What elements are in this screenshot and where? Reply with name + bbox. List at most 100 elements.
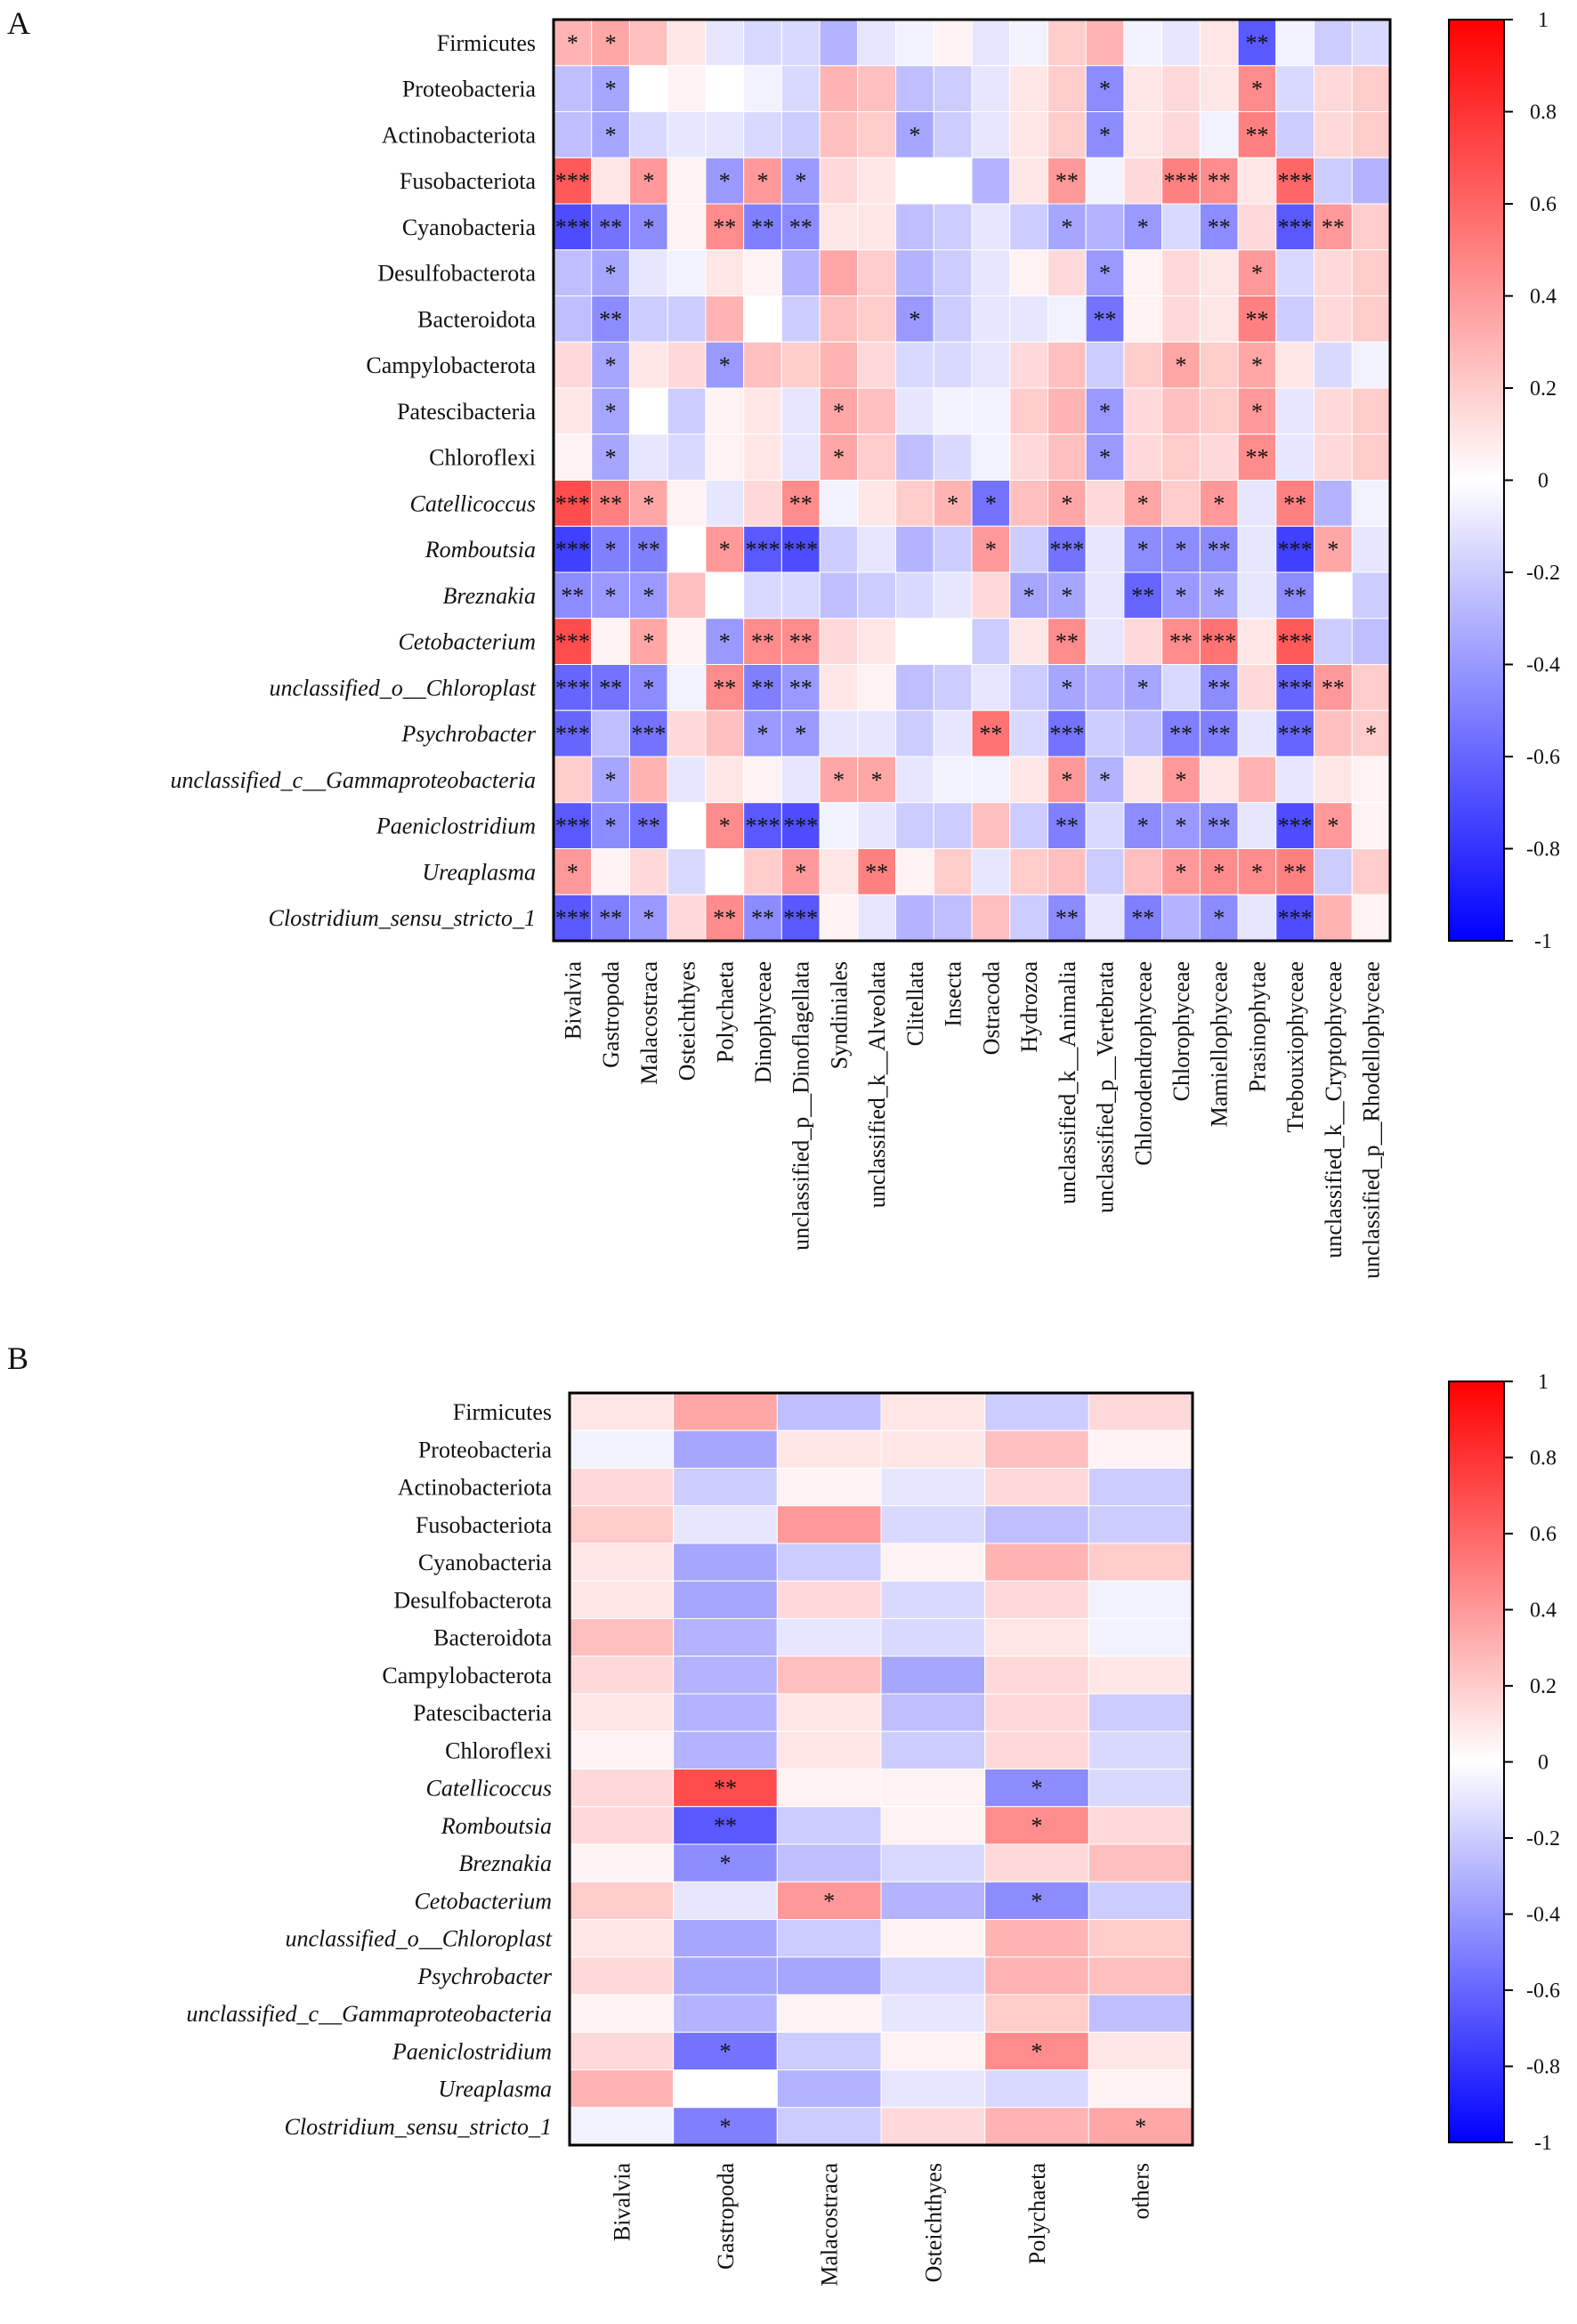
significance-marker: *** (555, 814, 590, 839)
heatmap-cell (780, 19, 821, 67)
heatmap-cell (1009, 433, 1048, 481)
significance-marker: * (605, 352, 617, 378)
heatmap-cell (1123, 664, 1163, 711)
row-label: Paeniclostridium (376, 814, 536, 839)
heatmap-cell (776, 1769, 882, 1808)
heatmap-cell (933, 433, 973, 481)
heatmap-cell (971, 65, 1011, 112)
heatmap-cell (553, 802, 593, 849)
heatmap-cell (743, 802, 782, 849)
row-label: Catellicoccus (425, 1776, 552, 1802)
significance-marker: * (833, 399, 845, 425)
significance-marker: * (605, 767, 617, 793)
heatmap-cell (819, 111, 859, 158)
heatmap-cell (1237, 571, 1277, 619)
heatmap-cell (819, 433, 859, 481)
heatmap-cell (1161, 157, 1201, 205)
significance-marker: ** (599, 306, 622, 332)
significance-marker: * (1327, 814, 1338, 839)
significance-marker: * (567, 30, 578, 56)
heatmap-cell (569, 2031, 675, 2070)
heatmap-cell (971, 433, 1011, 481)
heatmap-cell (1123, 525, 1163, 573)
heatmap-cell (667, 203, 707, 251)
heatmap-cell (1161, 296, 1201, 343)
colorbar-tick-label: 0.6 (1530, 1523, 1557, 1546)
heatmap-cell (1088, 1956, 1193, 1996)
heatmap-cell (1161, 709, 1201, 757)
heatmap-cell (895, 433, 934, 481)
heatmap-cell (971, 618, 1011, 665)
heatmap-cell (591, 157, 630, 205)
significance-marker: * (1099, 261, 1111, 287)
heatmap-cell (776, 1994, 882, 2033)
column-label: Trebouxiophyceae (1282, 961, 1308, 1133)
heatmap-cell (819, 802, 859, 849)
heatmap-cell (705, 341, 745, 389)
heatmap-cell (971, 480, 1011, 527)
heatmap-cell (776, 1730, 882, 1769)
heatmap-cell (1088, 1580, 1193, 1619)
significance-marker: ** (714, 1776, 737, 1802)
heatmap-cell (553, 709, 593, 757)
significance-marker: ** (1055, 168, 1079, 194)
significance-marker: * (1176, 814, 1187, 839)
significance-marker: * (909, 122, 920, 148)
heatmap-cell (857, 618, 897, 665)
column-label: Chlorodendrophyceae (1130, 961, 1156, 1166)
heatmap-cell (628, 802, 668, 849)
significance-marker: * (1099, 445, 1111, 471)
row-label: Patescibacteria (397, 399, 536, 425)
heatmap-cell (933, 664, 973, 711)
heatmap-cell (1123, 756, 1163, 804)
heatmap-cell (1009, 664, 1048, 711)
heatmap-cell (591, 19, 630, 67)
heatmap-cell (673, 1543, 778, 1582)
heatmap-cell (1351, 664, 1391, 711)
heatmap-cell (1009, 249, 1048, 296)
heatmap-cell (1351, 480, 1391, 527)
heatmap-cell (1237, 480, 1277, 527)
heatmap-cell (933, 19, 973, 67)
colorbar-tick-label: -0.8 (1526, 838, 1560, 862)
significance-marker: * (1137, 215, 1149, 240)
significance-marker: * (1137, 814, 1149, 839)
column-label: Bivalvia (560, 961, 586, 1041)
significance-marker: ** (1208, 721, 1231, 747)
heatmap-cell (1047, 157, 1087, 205)
heatmap-cell (1123, 203, 1163, 251)
heatmap-cell (1085, 894, 1125, 942)
significance-marker: * (643, 629, 654, 655)
heatmap-cell (628, 756, 668, 804)
heatmap-cell (1199, 157, 1239, 205)
significance-marker: *** (1278, 215, 1313, 240)
heatmap-cell (1351, 296, 1391, 343)
significance-marker: ** (1283, 583, 1306, 609)
heatmap-cell (1314, 296, 1353, 343)
significance-marker: * (605, 583, 617, 609)
heatmap-cell (1085, 296, 1125, 343)
heatmap-cell (984, 1656, 1089, 1695)
heatmap-cell (1047, 525, 1087, 573)
heatmap-cell (1199, 894, 1239, 942)
heatmap-cell (1237, 618, 1277, 665)
significance-marker: * (1061, 767, 1072, 793)
heatmap-cell (1161, 802, 1201, 849)
column-label: Hydrozoa (1016, 961, 1042, 1053)
heatmap-cell (1351, 249, 1391, 296)
column-label: Chlorophyceae (1169, 961, 1194, 1101)
heatmap-cell (780, 848, 821, 895)
heatmap-cell (780, 111, 821, 158)
significance-marker: * (605, 814, 617, 839)
heatmap-cell (780, 387, 821, 435)
column-label: unclassified_p__Rhodellophyceae (1359, 961, 1385, 1279)
heatmap-cell (673, 2069, 778, 2109)
heatmap-cell (971, 894, 1011, 942)
heatmap-cell (776, 1693, 882, 1732)
heatmap-cell (933, 387, 973, 435)
row-label: Romboutsia (441, 1813, 552, 1839)
heatmap-cell (1123, 157, 1163, 205)
heatmap-cell (1314, 709, 1353, 757)
heatmap-cell (673, 1730, 778, 1769)
